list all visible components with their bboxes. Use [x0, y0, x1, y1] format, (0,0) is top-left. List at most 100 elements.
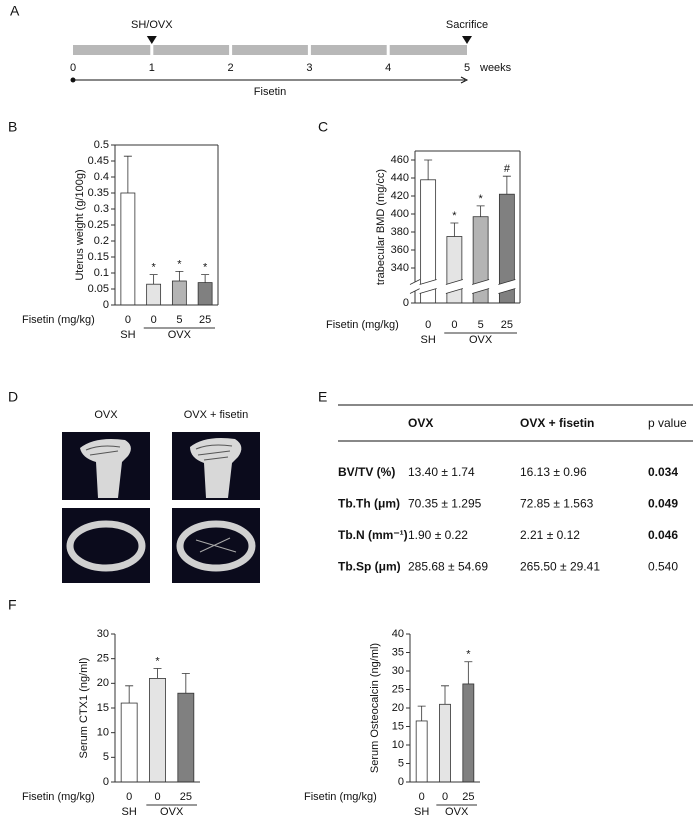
bar	[197, 282, 213, 306]
y-axis-label: Serum Osteocalcin (ng/ml)	[369, 643, 381, 773]
bar	[415, 720, 428, 783]
event-marker	[462, 36, 472, 44]
image	[62, 508, 150, 583]
timeline-tick-label: 5	[464, 62, 470, 74]
bar	[146, 283, 162, 306]
x-tick-label: 25	[199, 314, 211, 326]
y-tick-label: 440	[391, 172, 409, 184]
bone-ring	[66, 520, 146, 572]
group-label: SH	[120, 329, 135, 341]
table-header: OVX + fisetin	[520, 416, 594, 430]
y-tick-label: 5	[398, 757, 404, 769]
axis-break	[419, 279, 437, 294]
bar	[120, 702, 138, 783]
bar	[439, 703, 451, 783]
axis-break	[409, 279, 421, 294]
y-tick-label: 0	[398, 776, 404, 788]
bone	[80, 439, 131, 498]
event-marker	[146, 36, 157, 44]
panel-letter: C	[318, 119, 328, 135]
table-cell: 2.21 ± 0.12	[520, 528, 580, 542]
table-cell: 285.68 ± 54.69	[408, 560, 488, 574]
error-bar	[424, 159, 433, 180]
x-axis-label: Fisetin (mg/kg)	[326, 319, 399, 331]
error-bar	[450, 222, 459, 237]
chart: * 0 5 10 15 20 25 30 Serum CTX1 (ng/ml) Fisetin (…	[22, 628, 200, 818]
group-label: SH	[122, 806, 137, 818]
table-cell: 70.35 ± 1.295	[408, 497, 482, 511]
timeline-tick-label: 3	[306, 62, 312, 74]
significance-mark: *	[203, 262, 208, 274]
error-bar	[441, 685, 449, 705]
row-label: Tb.Th (μm)	[338, 497, 400, 511]
row-label: Tb.Sp (μm)	[338, 560, 401, 574]
y-tick-label: 0.15	[88, 251, 109, 263]
error-bar	[181, 673, 190, 694]
group-label: OVX	[445, 806, 469, 818]
panel-letter: D	[8, 389, 18, 405]
bar	[171, 280, 187, 306]
timeline-unit: weeks	[479, 62, 512, 74]
event-label: Sacrifice	[446, 19, 488, 31]
trabeculae	[195, 537, 237, 553]
axis-break	[410, 279, 420, 294]
y-tick-label: 360	[391, 244, 409, 256]
y-tick-label: 0	[403, 297, 409, 309]
y-tick-label: 0.35	[88, 187, 109, 199]
timeline-tick-label: 4	[385, 62, 391, 74]
error-bar	[175, 271, 184, 281]
panel-letter: B	[8, 119, 17, 135]
timeline-bar	[73, 45, 467, 55]
micro-ct-images	[62, 432, 260, 583]
y-tick-label: 0	[103, 776, 109, 788]
bar	[462, 683, 475, 783]
y-tick-label: 400	[391, 208, 409, 220]
significance-mark: *	[177, 258, 182, 270]
y-tick-label: 460	[391, 154, 409, 166]
chart: * 0 5 10 15 20 25 30 35 40 Serum Osteocalcin (ng/m…	[304, 628, 480, 818]
y-tick-label: 40	[392, 628, 404, 640]
error-bar	[417, 705, 426, 721]
error-bar	[149, 274, 158, 285]
table-header: OVX	[408, 416, 433, 430]
group-label: SH	[420, 334, 435, 346]
y-tick-label: 0.05	[88, 283, 109, 295]
y-tick-label: 0.3	[94, 203, 109, 215]
bar	[446, 236, 463, 304]
row-label: Tb.N (mm⁻¹)	[338, 528, 408, 542]
error-bar	[153, 668, 162, 679]
bone-ring	[176, 520, 256, 572]
x-tick-label: 5	[176, 314, 182, 326]
event-label: SH/OVX	[131, 19, 173, 31]
timeline-tick-label: 1	[149, 62, 155, 74]
significance-mark: *	[452, 210, 457, 222]
y-tick-label: 25	[97, 653, 109, 665]
table-header: p value	[648, 416, 687, 430]
treatment-label: Fisetin	[254, 86, 286, 98]
x-tick-label: 0	[126, 791, 132, 803]
x-tick-label: 0	[425, 319, 431, 331]
y-tick-label: 30	[97, 628, 109, 640]
y-tick-label: 30	[392, 665, 404, 677]
x-tick-label: 0	[451, 319, 457, 331]
image-label: OVX	[94, 409, 118, 421]
axis-break	[498, 279, 516, 294]
table-cell: 16.13 ± 0.96	[520, 465, 587, 479]
table-cell: 0.046	[648, 528, 678, 542]
y-tick-label: 0.5	[94, 139, 109, 151]
x-tick-label: 25	[180, 791, 192, 803]
error-bar	[464, 661, 473, 684]
table-cell: 0.540	[648, 560, 678, 574]
y-axis-label: Uterus weight (g/100g)	[74, 169, 86, 280]
axis-break	[445, 279, 463, 294]
panel-letter: F	[8, 597, 17, 613]
y-tick-label: 25	[392, 683, 404, 695]
x-tick-label: 5	[478, 319, 484, 331]
axis-break	[472, 279, 490, 294]
significance-mark: #	[504, 163, 511, 175]
significance-mark: *	[478, 193, 483, 205]
y-tick-label: 5	[103, 751, 109, 763]
error-bar	[502, 175, 511, 195]
timeline-tick-label: 2	[228, 62, 234, 74]
axis-break	[419, 279, 437, 294]
